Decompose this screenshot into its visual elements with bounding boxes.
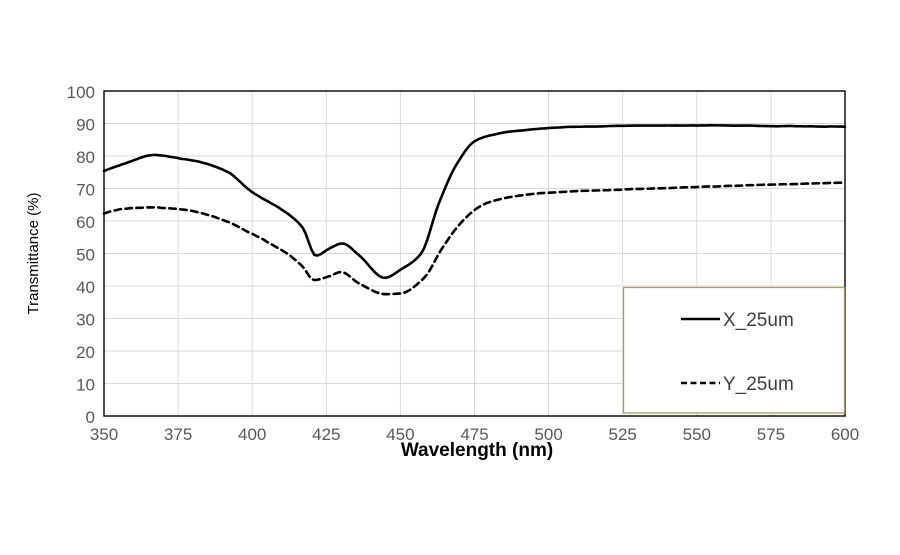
svg-text:30: 30 [76, 311, 95, 330]
svg-text:X_25um: X_25um [723, 310, 794, 331]
svg-text:Wavelength (nm): Wavelength (nm) [401, 440, 553, 461]
svg-text:425: 425 [312, 425, 340, 444]
svg-text:100: 100 [67, 83, 95, 102]
svg-text:90: 90 [76, 116, 95, 135]
svg-text:80: 80 [76, 148, 95, 167]
svg-text:525: 525 [609, 425, 637, 444]
svg-text:70: 70 [76, 181, 95, 200]
svg-text:50: 50 [76, 246, 95, 265]
svg-text:600: 600 [831, 425, 859, 444]
svg-text:400: 400 [238, 425, 266, 444]
svg-text:20: 20 [76, 343, 95, 362]
svg-text:575: 575 [757, 425, 785, 444]
svg-text:350: 350 [90, 425, 118, 444]
svg-text:40: 40 [76, 278, 95, 297]
svg-text:60: 60 [76, 213, 95, 232]
svg-text:550: 550 [683, 425, 711, 444]
svg-text:375: 375 [164, 425, 192, 444]
svg-text:Y_25um: Y_25um [723, 374, 794, 395]
svg-text:10: 10 [76, 376, 95, 395]
svg-text:Transmittance (%): Transmittance (%) [25, 193, 42, 315]
svg-text:0: 0 [86, 408, 95, 427]
